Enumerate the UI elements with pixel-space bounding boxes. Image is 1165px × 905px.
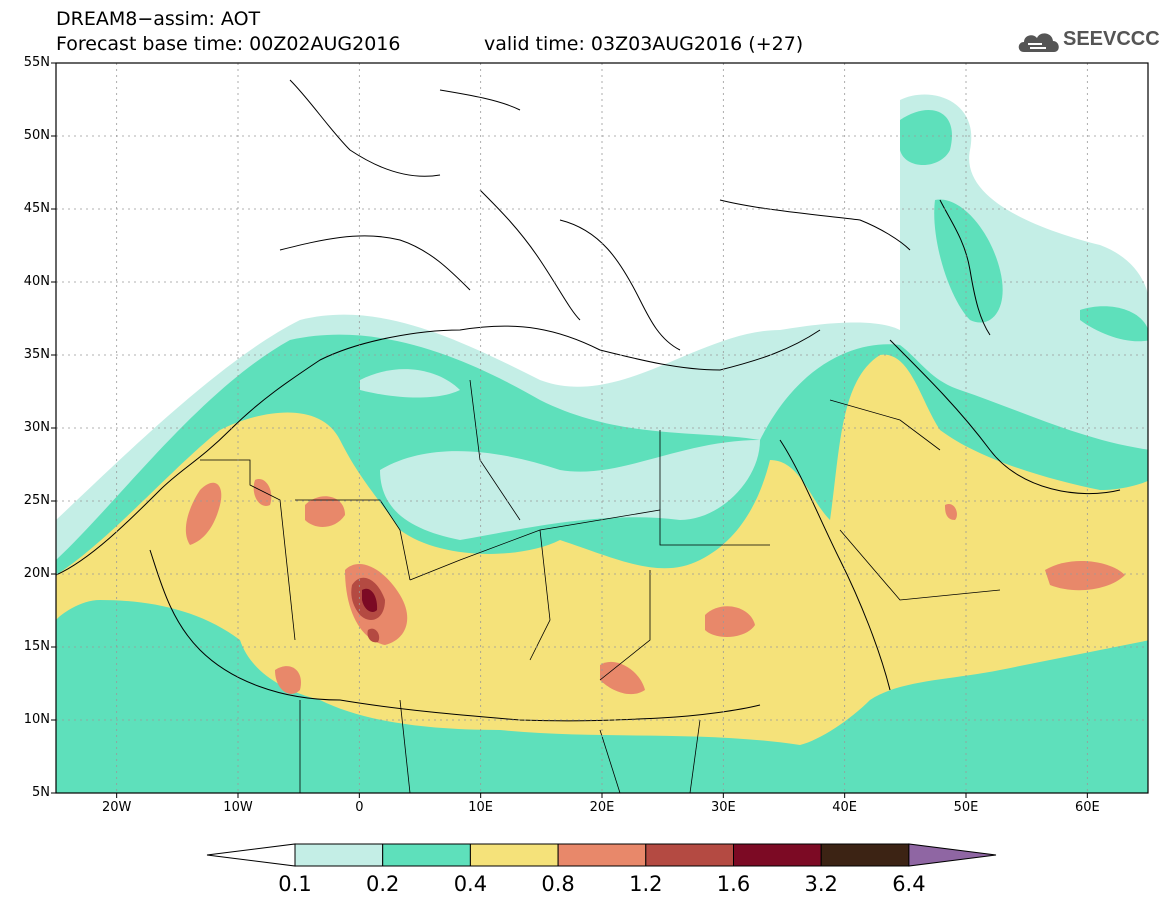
colorbar-level-label: 3.2	[804, 872, 838, 896]
lon-label: 0	[355, 800, 364, 815]
colorbar-segment	[645, 843, 734, 867]
colorbar-segment	[294, 843, 384, 867]
colorbar-level-label: 0.1	[278, 872, 312, 896]
colorbar-level-label: 6.4	[892, 872, 926, 896]
lon-label: 50E	[953, 800, 979, 815]
colorbar-segment	[557, 843, 647, 867]
coastlines	[56, 79, 1121, 722]
colorbar-arrow-high	[908, 843, 997, 867]
aot-contour-0.4	[56, 354, 1148, 745]
map-title: DREAM8−assim: AOT	[56, 8, 261, 30]
cloud-icon	[1018, 33, 1059, 52]
aot-contour-1.6	[362, 588, 378, 612]
colorbar-level-label: 0.2	[365, 872, 400, 896]
colorbar-segment	[733, 843, 822, 867]
lat-label: 35N	[23, 347, 50, 362]
colorbar-level-label: 0.8	[541, 872, 575, 896]
colorbar-level-label: 1.2	[629, 872, 663, 896]
lon-label: 10E	[468, 800, 494, 815]
colorbar-segment	[469, 843, 559, 867]
aot-clear-patches	[360, 369, 760, 540]
map-grid	[56, 63, 1148, 793]
lon-label: 40E	[832, 800, 858, 815]
lat-label: 25N	[23, 493, 50, 508]
lon-label: 10W	[223, 800, 253, 815]
colorbar-segment	[820, 843, 910, 867]
colorbar-arrow-low	[206, 843, 296, 867]
lat-label: 45N	[23, 201, 50, 216]
lat-label: 15N	[23, 639, 50, 654]
colorbar-level-label: 1.6	[716, 872, 751, 896]
lat-label: 5N	[32, 785, 50, 800]
colorbar-segment	[382, 843, 471, 867]
lat-label: 55N	[23, 55, 50, 70]
lat-label: 20N	[23, 566, 50, 581]
lon-label: 30E	[710, 800, 736, 815]
lat-label: 10N	[23, 712, 50, 727]
lon-label: 60E	[1074, 800, 1100, 815]
valid-time: valid time: 03Z03AUG2016 (+27)	[484, 33, 804, 55]
lat-label: 40N	[23, 274, 50, 289]
lon-label: 20E	[589, 800, 615, 815]
colorbar-level-label: 0.4	[453, 872, 488, 896]
forecast-base-time: Forecast base time: 00Z02AUG2016	[56, 33, 401, 55]
country-borders	[200, 379, 1001, 793]
logo-text: SEEVCCC	[1063, 28, 1160, 50]
lat-label: 30N	[23, 420, 50, 435]
lon-label: 20W	[101, 800, 132, 815]
lat-label: 50N	[23, 128, 50, 143]
